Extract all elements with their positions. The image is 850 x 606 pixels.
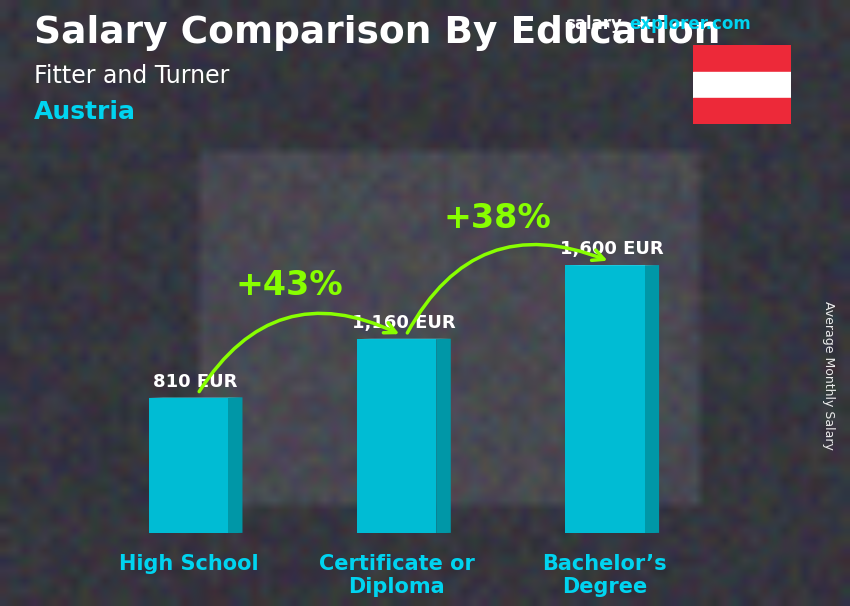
Text: 810 EUR: 810 EUR [153,373,238,391]
Text: Average Monthly Salary: Average Monthly Salary [822,301,836,450]
Bar [149,398,228,533]
Polygon shape [644,265,659,533]
Text: explorer.com: explorer.com [629,15,751,33]
Bar [693,45,791,72]
Polygon shape [228,398,242,533]
Text: Austria: Austria [34,100,136,124]
Bar [693,98,791,124]
Text: Fitter and Turner: Fitter and Turner [34,64,230,88]
Text: 1,160 EUR: 1,160 EUR [352,314,456,332]
Polygon shape [436,339,450,533]
Bar [565,265,644,533]
Text: Salary Comparison By Education: Salary Comparison By Education [34,15,720,51]
Text: salary: salary [565,15,622,33]
Bar [357,339,436,533]
Bar [693,72,791,98]
Text: +38%: +38% [444,202,552,235]
Text: 1,600 EUR: 1,600 EUR [560,241,664,258]
Text: +43%: +43% [235,268,343,302]
